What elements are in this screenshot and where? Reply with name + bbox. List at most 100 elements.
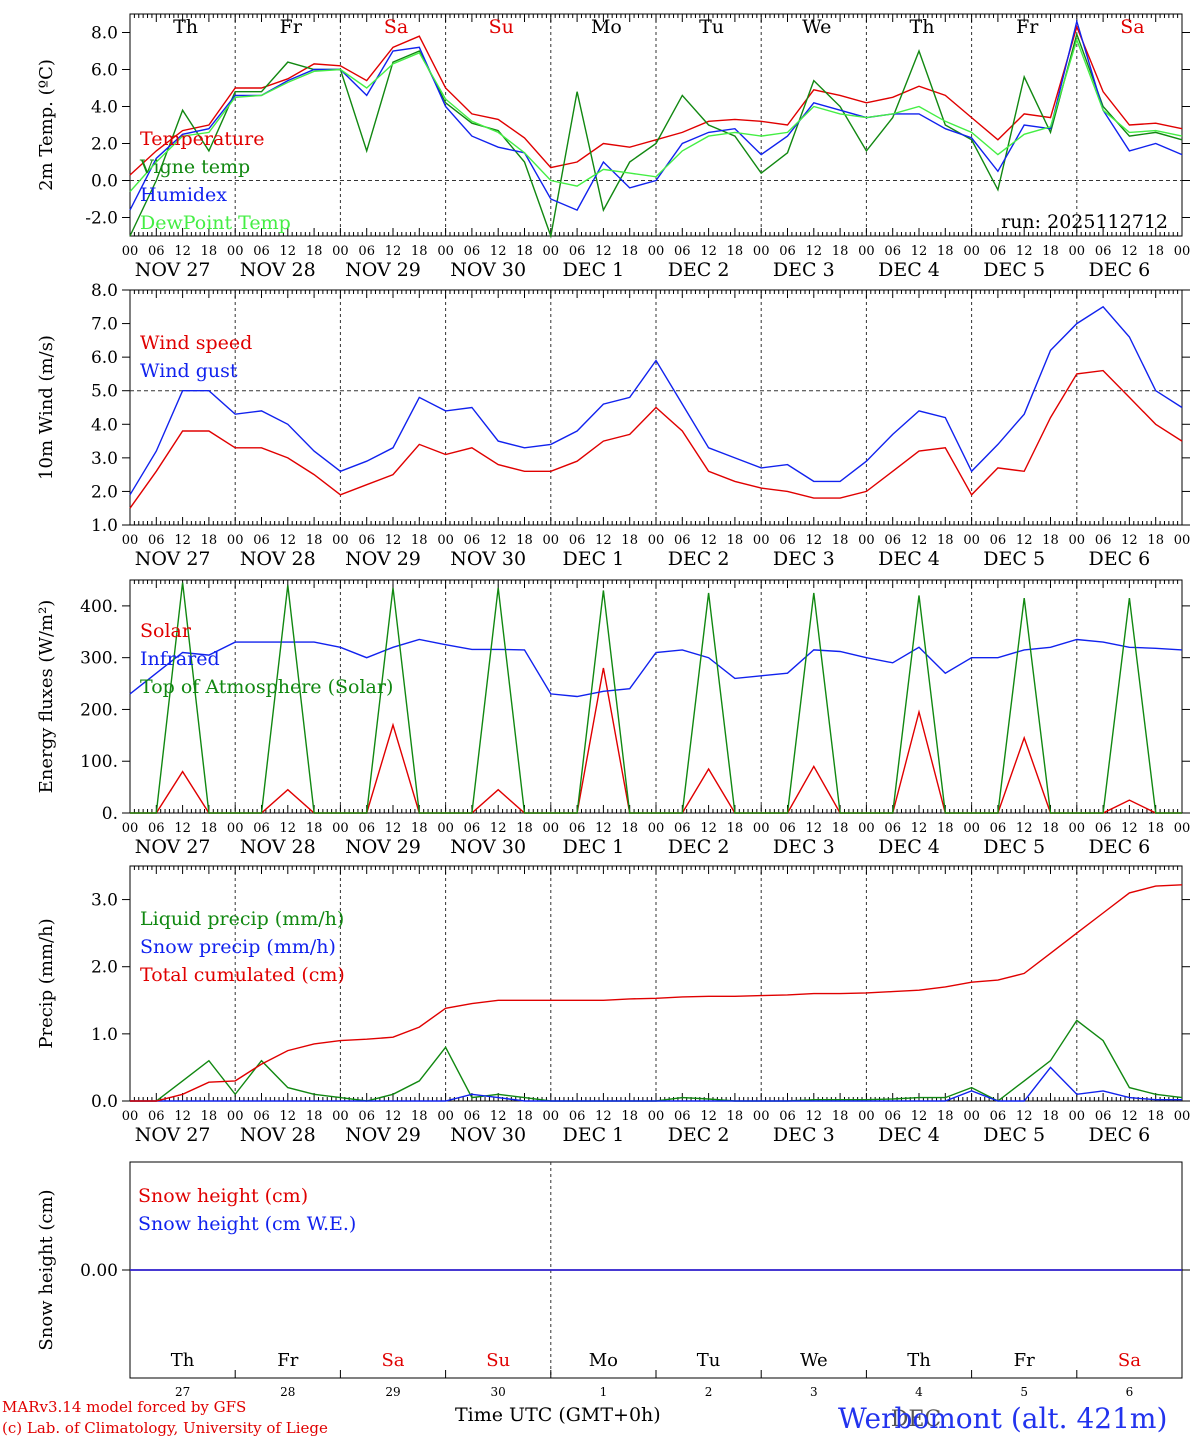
legend-entry: Vigne temp xyxy=(139,156,250,178)
day-number: 4 xyxy=(915,1385,923,1399)
date-label: DEC 2 xyxy=(668,1124,730,1146)
hour-label: 18 xyxy=(1042,533,1059,548)
precip-ylabel: Precip (mm/h) xyxy=(36,918,57,1048)
date-label: NOV 30 xyxy=(450,548,526,570)
legend-entry: Infrared xyxy=(140,648,220,670)
hour-label: 12 xyxy=(911,821,928,836)
legend-entry: Total cumulated (cm) xyxy=(140,964,345,986)
legend-entry: Snow precip (mm/h) xyxy=(140,936,336,958)
hour-label: 06 xyxy=(990,821,1007,836)
weekday-label: Th xyxy=(171,1350,195,1371)
hour-label: 18 xyxy=(832,1109,849,1124)
date-label: DEC 5 xyxy=(983,836,1045,858)
weekday-label: Sa xyxy=(381,1350,404,1371)
hour-label: 18 xyxy=(937,244,954,259)
hour-label: 06 xyxy=(148,1109,165,1124)
legend-entry: Humidex xyxy=(140,184,227,206)
y-tick-label: 1.0 xyxy=(91,516,118,536)
hour-label: 06 xyxy=(569,533,586,548)
y-tick-label: 3.0 xyxy=(91,891,118,911)
hour-label: 12 xyxy=(280,821,297,836)
hour-label: 06 xyxy=(148,533,165,548)
hour-label: 12 xyxy=(911,533,928,548)
hour-label: 00 xyxy=(753,244,770,259)
day-number: 5 xyxy=(1020,1385,1028,1399)
hour-label: 00 xyxy=(858,244,875,259)
hour-label: 18 xyxy=(201,821,218,836)
hour-label: 18 xyxy=(621,244,638,259)
hour-label: 06 xyxy=(674,821,691,836)
hour-label: 06 xyxy=(148,244,165,259)
temp-series-2 xyxy=(129,18,1183,211)
hour-label: 00 xyxy=(963,1109,980,1124)
hour-label: 18 xyxy=(727,821,744,836)
legend-entry: Snow height (cm) xyxy=(138,1185,308,1207)
hour-label: 00 xyxy=(227,533,244,548)
hour-label: 12 xyxy=(700,533,717,548)
hour-label: 18 xyxy=(937,821,954,836)
hour-label: 00 xyxy=(648,533,665,548)
weekday-label: Th xyxy=(907,1350,931,1371)
hour-label: 12 xyxy=(1016,821,1033,836)
hour-label: 06 xyxy=(990,1109,1007,1124)
hour-label: 00 xyxy=(1069,1109,1086,1124)
weekday-label: Th xyxy=(173,16,198,38)
weekday-label: Th xyxy=(910,16,935,38)
hour-label: 12 xyxy=(595,821,612,836)
hour-label: 18 xyxy=(516,821,533,836)
hour-label: 06 xyxy=(569,821,586,836)
hour-label: 18 xyxy=(306,244,323,259)
energy-ylabel: Energy fluxes (W/m²) xyxy=(36,600,57,794)
date-label: NOV 27 xyxy=(135,1124,211,1146)
hour-label: 18 xyxy=(1042,1109,1059,1124)
hour-label: 12 xyxy=(490,244,507,259)
y-tick-label: 0.0 xyxy=(91,172,118,192)
date-label: NOV 29 xyxy=(345,836,421,858)
hour-label: 06 xyxy=(990,244,1007,259)
hour-label: 06 xyxy=(884,821,901,836)
hour-label: 12 xyxy=(595,1109,612,1124)
hour-label: 18 xyxy=(937,1109,954,1124)
weekday-label: Mo xyxy=(591,16,622,38)
hour-label: 00 xyxy=(227,1109,244,1124)
day-number: 2 xyxy=(705,1385,713,1399)
hour-label: 18 xyxy=(411,1109,428,1124)
hour-label: 12 xyxy=(911,1109,928,1124)
hour-label: 00 xyxy=(543,821,560,836)
hour-label: 06 xyxy=(884,244,901,259)
date-label: DEC 6 xyxy=(1089,259,1151,281)
y-tick-label: 400. xyxy=(80,597,118,617)
hour-label: 06 xyxy=(779,1109,796,1124)
hour-label: 06 xyxy=(253,1109,270,1124)
hour-label: 00 xyxy=(963,244,980,259)
hour-label: 18 xyxy=(411,244,428,259)
hour-label: 06 xyxy=(1095,1109,1112,1124)
day-number: 27 xyxy=(175,1385,190,1399)
hour-label: 12 xyxy=(174,533,191,548)
hour-label: 12 xyxy=(911,244,928,259)
y-tick-label: 8.0 xyxy=(91,281,118,301)
hour-label: 18 xyxy=(727,533,744,548)
hour-label: 12 xyxy=(385,244,402,259)
hour-label: 00 xyxy=(1174,1109,1191,1124)
hour-label: 00 xyxy=(753,1109,770,1124)
y-tick-label: 7.0 xyxy=(91,315,118,335)
hour-label: 06 xyxy=(674,533,691,548)
hour-label: 12 xyxy=(806,244,823,259)
hour-label: 12 xyxy=(1016,533,1033,548)
energy-series-1 xyxy=(129,638,1183,698)
hour-label: 00 xyxy=(122,821,139,836)
hour-label: 18 xyxy=(832,821,849,836)
weekday-label: Sa xyxy=(1118,1350,1141,1371)
hour-label: 18 xyxy=(516,244,533,259)
hour-label: 00 xyxy=(963,821,980,836)
date-label: NOV 29 xyxy=(345,1124,421,1146)
snow-panel: 0.00 Snow height (cm) Th 27 Fr 28 Sa 29 Su 30 Mo 1 T… xyxy=(36,1161,1190,1432)
hour-label: 06 xyxy=(779,533,796,548)
date-label: DEC 6 xyxy=(1089,836,1151,858)
date-label: NOV 30 xyxy=(450,1124,526,1146)
energy-panel: 0. 100. 200. 300. 400. Energy fluxes (W/m²) 00… xyxy=(36,579,1190,858)
hour-label: 12 xyxy=(1016,1109,1033,1124)
hour-label: 18 xyxy=(306,1109,323,1124)
